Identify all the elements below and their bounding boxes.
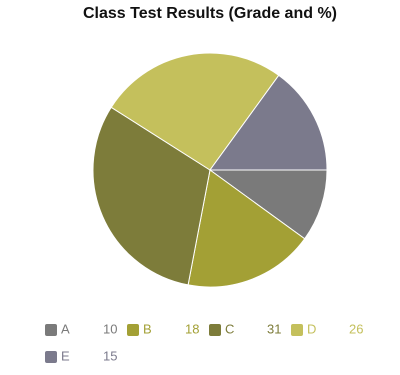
legend-label: E [61,348,70,363]
pie-slice [187,169,306,288]
legend-swatch [45,324,57,336]
legend-value: 26 [349,321,363,336]
legend-swatch [127,324,139,336]
legend-value: 15 [103,348,117,363]
legend-value: 10 [103,321,117,336]
legend-swatch [45,351,57,363]
legend-label: C [225,321,234,336]
legend-label: B [143,321,152,336]
pie-slice [208,169,328,240]
legend-label: A [61,321,70,336]
legend-label: D [307,321,316,336]
chart-title: Class Test Results (Grade and %) [83,5,337,22]
legend-value: 31 [267,321,281,336]
legend-swatch [291,324,303,336]
pie-slice [110,52,280,171]
pie-slice [209,74,328,171]
legend-swatch [209,324,221,336]
legend-value: 18 [185,321,199,336]
